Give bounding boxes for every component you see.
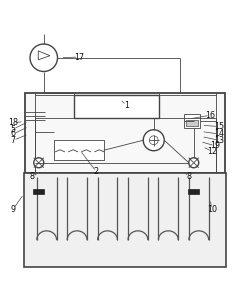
Circle shape — [30, 44, 58, 72]
Circle shape — [143, 130, 164, 151]
Bar — [188, 188, 200, 194]
Text: 13: 13 — [214, 136, 224, 145]
Polygon shape — [38, 51, 50, 60]
Text: 19: 19 — [210, 141, 220, 150]
Text: 15: 15 — [214, 122, 224, 131]
Bar — [24, 173, 226, 267]
Text: 16: 16 — [205, 111, 215, 120]
Text: 8: 8 — [186, 172, 191, 181]
Text: 1: 1 — [124, 101, 129, 110]
Text: 7: 7 — [11, 136, 16, 145]
Bar — [184, 114, 200, 128]
Text: 9: 9 — [11, 205, 16, 214]
Text: 14: 14 — [214, 129, 224, 138]
Text: 6: 6 — [11, 129, 16, 138]
Text: 12: 12 — [207, 147, 217, 156]
Bar — [74, 95, 159, 118]
Text: 2: 2 — [94, 167, 99, 176]
Bar — [25, 93, 225, 173]
Bar — [54, 140, 104, 160]
Circle shape — [189, 158, 199, 168]
Text: 8: 8 — [30, 172, 35, 181]
Bar — [186, 120, 198, 126]
Text: 17: 17 — [74, 52, 84, 62]
Bar — [33, 188, 44, 194]
Circle shape — [34, 158, 44, 168]
Text: 5: 5 — [11, 125, 16, 134]
Text: 18: 18 — [8, 118, 18, 127]
Text: 10: 10 — [207, 205, 217, 214]
